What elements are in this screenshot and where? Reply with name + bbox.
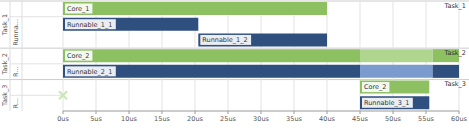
svg-text:R...: R... <box>12 98 20 108</box>
svg-text:Runnable_2_1: Runnable_2_1 <box>67 68 112 76</box>
svg-text:Core_2: Core_2 <box>364 83 386 91</box>
svg-text:Task_2: Task_2 <box>444 49 461 57</box>
svg-text:35us: 35us <box>286 115 302 123</box>
svg-text:30us: 30us <box>253 115 269 123</box>
svg-text:Task_1: Task_1 <box>444 2 461 10</box>
svg-text:Task_3: Task_3 <box>8 85 9 107</box>
svg-text:Task_1: Task_1 <box>8 14 9 36</box>
svg-text:10us: 10us <box>121 115 137 123</box>
svg-text:25us: 25us <box>220 115 236 123</box>
svg-text:20us: 20us <box>187 115 203 123</box>
svg-text:Runna...: Runna... <box>12 19 20 46</box>
svg-text:15us: 15us <box>154 115 170 123</box>
svg-text:50us: 50us <box>385 115 401 123</box>
svg-text:5us: 5us <box>90 115 102 123</box>
svg-text:45us: 45us <box>352 115 368 123</box>
svg-text:Core_1: Core_1 <box>67 5 89 13</box>
svg-text:55us: 55us <box>418 115 434 123</box>
svg-text:0us: 0us <box>57 115 69 123</box>
svg-text:40us: 40us <box>319 115 335 123</box>
svg-text:Runnable_3_1: Runnable_3_1 <box>364 99 409 107</box>
svg-text:Core_2: Core_2 <box>67 52 89 60</box>
svg-text:R...: R... <box>12 66 20 76</box>
svg-text:Runnable_1_2: Runnable_1_2 <box>202 36 247 44</box>
svg-text:Task_2: Task_2 <box>8 53 9 75</box>
svg-text:Runnable_1_1: Runnable_1_1 <box>67 21 112 29</box>
svg-text:60us: 60us <box>451 115 461 123</box>
svg-text:Task_3: Task_3 <box>444 80 461 88</box>
